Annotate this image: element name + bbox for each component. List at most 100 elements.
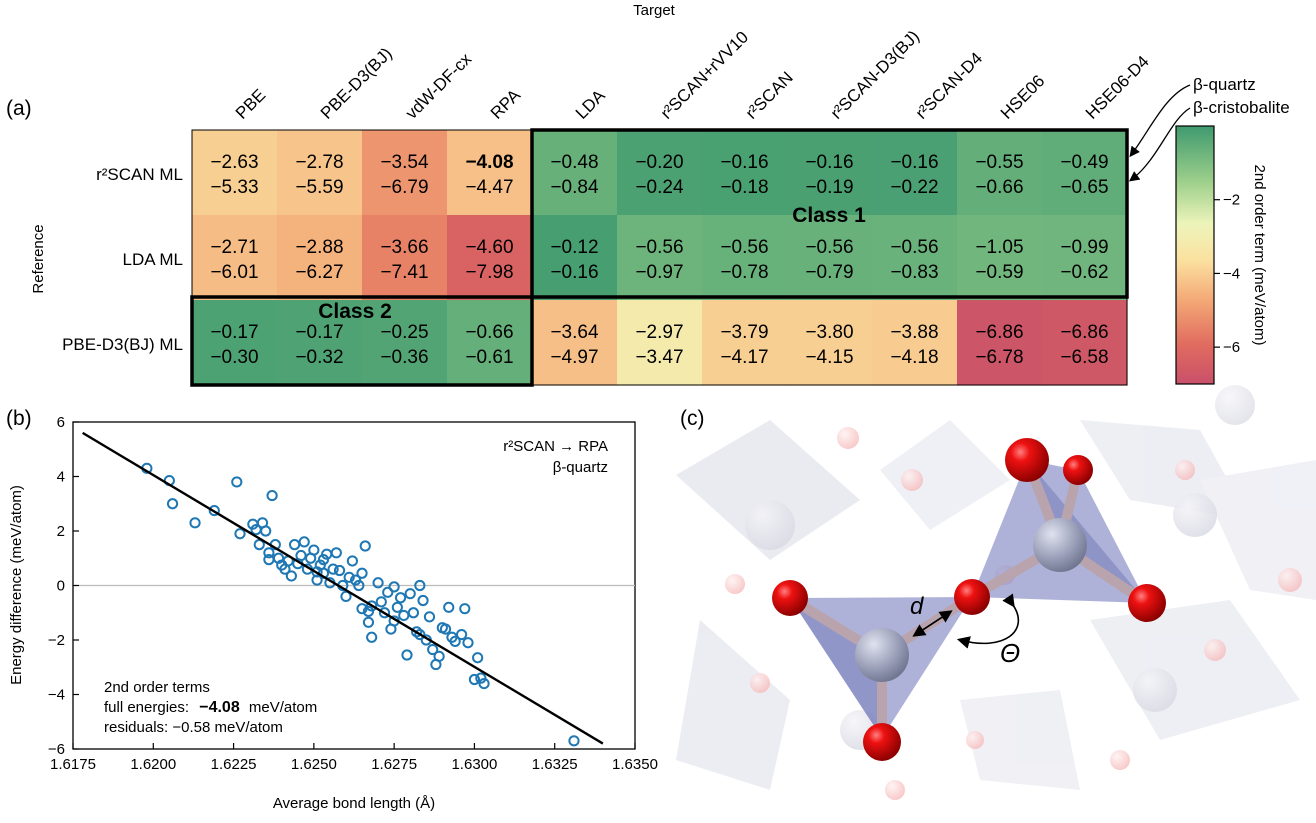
y-tick-label: −2 — [48, 632, 65, 649]
heatmap-cell — [702, 215, 788, 301]
annotation-prefix: full energies: — [104, 699, 189, 716]
panel-label-b: (b) — [6, 407, 32, 430]
bg-tetra-1 — [676, 420, 860, 560]
heatmap-cell — [872, 130, 958, 216]
y-tick-label: −6 — [48, 741, 65, 758]
scatter-point — [411, 626, 423, 638]
column-label: r²SCAN — [742, 68, 797, 123]
tetrahedron-left-face — [790, 598, 885, 738]
scatter-point — [263, 547, 275, 559]
quartz-arrow — [1129, 84, 1191, 158]
x-tick-label: 1.6300 — [451, 756, 497, 773]
x-tick-label: 1.6225 — [211, 756, 257, 773]
heatmap-cell — [277, 300, 363, 386]
scatter-point — [327, 563, 339, 575]
oxygen-atom-bridge — [954, 579, 990, 615]
cell-value-cristobalite: −0.24 — [635, 177, 684, 198]
cell-value-quartz: −0.17 — [295, 322, 343, 343]
cell-value-quartz: −3.54 — [380, 152, 429, 173]
cell-value-cristobalite: −6.58 — [1060, 347, 1108, 368]
bg-oxygen — [1175, 460, 1195, 480]
heatmap-cell — [787, 300, 873, 386]
panel-label-c: (c) — [680, 407, 705, 430]
colorbar-label: 2nd order term (meV/atom) — [1251, 165, 1268, 346]
row-label: LDA ML — [123, 250, 183, 269]
scatter-point — [340, 590, 352, 603]
oxygen-atom — [772, 580, 808, 616]
d-arrow-reverse — [912, 611, 951, 637]
scatter-point — [372, 577, 384, 589]
x-tick-label: 1.6325 — [532, 756, 578, 773]
cell-value-cristobalite: −0.18 — [720, 177, 768, 198]
x-tick-label: 1.6200 — [130, 756, 176, 773]
cell-value-cristobalite: −0.36 — [380, 347, 428, 368]
y-axis-label: Energy difference (meV/atom) — [8, 485, 25, 685]
scatter-point — [468, 673, 481, 686]
cell-value-cristobalite: −6.01 — [210, 262, 258, 283]
y-tick-label: −4 — [48, 687, 65, 704]
annotation-line2: full energies: −4.08 meV/atom — [104, 699, 317, 716]
column-label: r²SCAN-D4 — [912, 49, 986, 123]
heatmap-cell — [192, 215, 278, 301]
heatmap-cell — [447, 130, 533, 216]
legend-cristobalite: β-cristobalite — [1193, 98, 1290, 117]
x-axis-label: Average bond length (Å) — [273, 795, 435, 812]
scatter-point — [362, 616, 375, 628]
cell-value-cristobalite: −0.32 — [295, 347, 343, 368]
annotation-line1: 2nd order terms — [104, 679, 210, 696]
class1-label: Class 1 — [792, 204, 866, 227]
scatter-point — [423, 611, 436, 623]
column-label: r²SCAN+rVV10 — [657, 28, 752, 123]
heatmap-cell — [617, 215, 703, 301]
scatter-point — [295, 549, 307, 562]
scatter-point — [208, 504, 220, 517]
scatter-point — [356, 603, 368, 615]
x-tick-label: 1.6250 — [291, 756, 337, 773]
cell-value-cristobalite: −4.47 — [465, 177, 513, 198]
annotation-line3: residuals: −0.58 meV/atom — [104, 719, 283, 736]
scatter-point — [285, 570, 297, 582]
heatmap-cell — [362, 215, 448, 301]
heatmap-cell — [362, 130, 448, 216]
oxygen-atom — [1063, 455, 1093, 485]
column-label: PBE-D3(BJ) — [317, 44, 396, 123]
cell-value-quartz: −1.05 — [975, 237, 1023, 258]
x-tick-label: 1.6350 — [612, 756, 658, 773]
cell-value-cristobalite: −0.65 — [1060, 177, 1108, 198]
column-label: PBE — [232, 85, 269, 122]
bg-oxygen — [885, 780, 905, 800]
heatmap-cell — [1042, 130, 1128, 216]
colorbar-tick-label: −4 — [1223, 265, 1240, 282]
cell-value-quartz: −0.16 — [890, 152, 938, 173]
scatter-point — [478, 678, 490, 690]
annotation-unit: meV/atom — [249, 699, 317, 716]
scatter-point — [568, 735, 580, 747]
cell-value-quartz: −0.17 — [210, 322, 258, 343]
scatter-point — [378, 607, 391, 619]
heatmap-left-label: Reference — [30, 224, 47, 293]
scatter-point — [266, 489, 278, 502]
heatmap-cell-values: −2.63 −5.33 −2.78 −5.59 −3.54 −6.79 −4.08 −4.47… — [210, 152, 1108, 368]
heatmap-cell — [1042, 300, 1128, 386]
heatmap-cell — [362, 300, 448, 386]
cell-value-cristobalite: −4.17 — [720, 347, 768, 368]
cell-value-quartz: −0.20 — [635, 152, 683, 173]
scatter-point — [414, 579, 426, 592]
cell-value-quartz: −0.56 — [720, 237, 768, 258]
cell-value-quartz: −0.56 — [635, 237, 683, 258]
cell-value-cristobalite: −7.98 — [465, 262, 513, 283]
scatter-point — [253, 539, 265, 551]
scatter-point — [391, 601, 403, 613]
annotation-value: −4.08 — [199, 699, 240, 716]
heatmap-cell — [787, 215, 873, 301]
cell-value-quartz: −0.99 — [1060, 237, 1108, 258]
scatter-point — [433, 650, 445, 662]
heatmap-cell — [957, 215, 1043, 301]
cristobalite-arrow — [1128, 107, 1191, 182]
scatter-point — [462, 637, 474, 649]
heatmap-row-labels: r²SCAN ML LDA ML PBE-D3(BJ) ML — [62, 165, 183, 354]
cell-value-quartz: −0.56 — [805, 237, 853, 258]
colorbar-tick-label: −2 — [1223, 192, 1240, 209]
x-ticks: 1.6175 1.6200 1.6225 1.6250 1.6275 1.6300 1.63… — [50, 743, 658, 773]
cell-value-quartz: −0.49 — [1060, 152, 1108, 173]
